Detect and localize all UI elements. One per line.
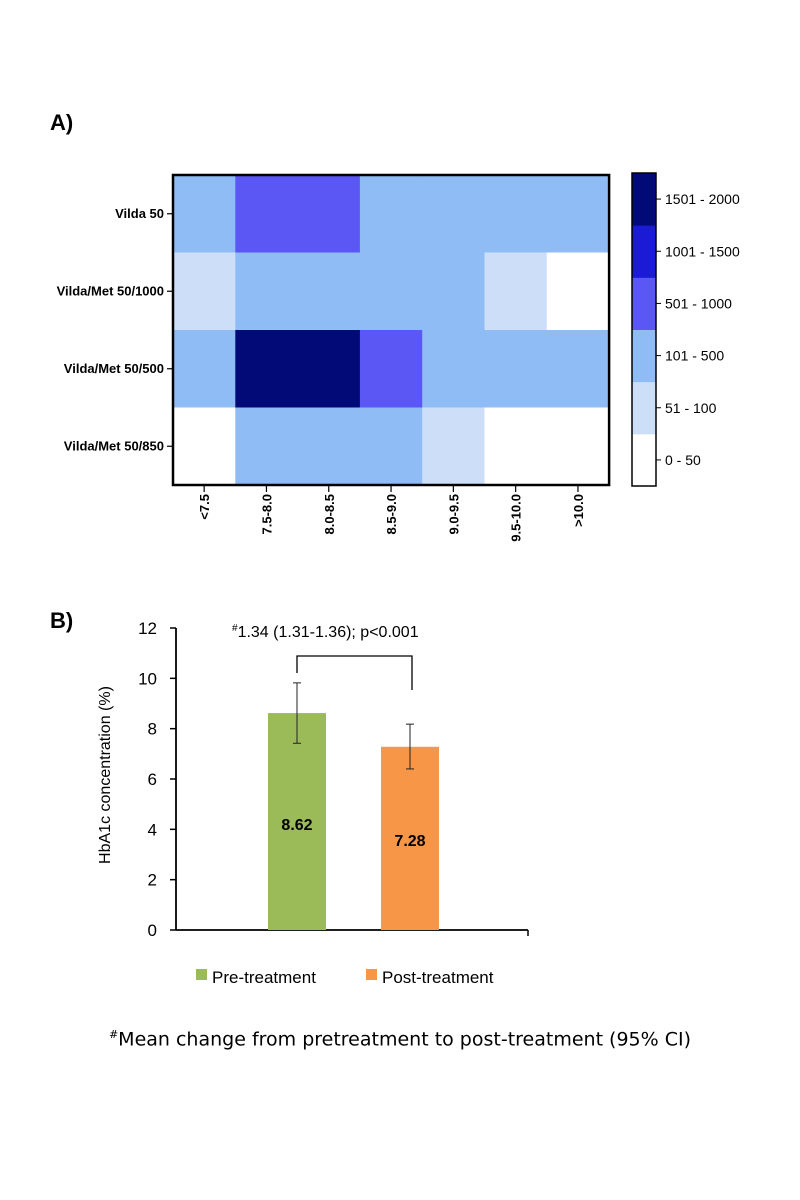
colorbar-label: 0 - 50 [665,452,701,468]
heatmap-col-label: 9.5-10.0 [509,494,524,542]
heatmap-cell [173,407,236,486]
colorbar-label: 501 - 1000 [665,295,732,311]
heatmap-cell [484,330,548,409]
colorbar-segment [632,173,656,226]
heatmap-col-label: <7.5 [197,494,212,520]
heatmap-cell [546,175,610,254]
heatmap-cell [173,252,236,331]
heatmap-cell [359,330,423,409]
heatmap-cell [359,175,423,254]
colorbar-segment [632,225,656,278]
heatmap-cell [297,252,361,331]
heatmap-col-label: >10.0 [571,494,586,527]
colorbar-label: 51 - 100 [665,400,717,416]
heatmap-cell [359,407,423,486]
colorbar-label: 101 - 500 [665,348,724,364]
heatmap-cell [173,330,236,409]
legend-label: Pre-treatment [212,968,316,987]
heatmap-cell [297,175,361,254]
footnote-text: Mean change from pretreatment to post-tr… [118,1028,692,1051]
panel-a-label: A) [50,110,74,135]
heatmap-cell [546,407,610,486]
panel-b-label: B) [50,608,74,633]
heatmap-row-label: Vilda/Met 50/1000 [57,283,164,298]
y-tick-label: 12 [138,619,157,638]
y-tick-label: 10 [138,669,157,688]
bar-chart: 0 2 4 6 8 10 12 HbA1c concentration (%) 8.62 7.28… [97,619,529,987]
heatmap-cell [422,407,486,486]
footnote: #Mean change from pretreatment to post-t… [0,1028,800,1050]
colorbar-segment [632,329,656,383]
heatmap-cell [173,175,236,254]
heatmap-cell [297,407,361,486]
heatmap-col-label: 8.0-8.5 [322,494,337,534]
bar-value-label: 8.62 [281,817,312,834]
heatmap-col-label: 8.5-9.0 [384,494,399,534]
significance-bracket [296,655,413,690]
y-tick-label: 0 [148,921,157,940]
footnote-marker: # [108,1028,119,1041]
y-tick-label: 4 [148,820,157,839]
heatmap-cell [235,407,299,486]
colorbar-label: 1001 - 1500 [665,243,740,259]
heatmap-row-label: Vilda/Met 50/850 [64,438,164,453]
y-tick-label: 6 [148,770,157,789]
colorbar-segment [632,277,656,330]
annotation-text: 1.34 (1.31-1.36); p<0.001 [238,624,419,641]
legend-label: Post-treatment [382,968,494,987]
significance-annotation: #1.34 (1.31-1.36); p<0.001 [232,623,419,641]
heatmap-cell [422,330,486,409]
bar-1 [381,746,439,930]
heatmap-row-label: Vilda/Met 50/500 [64,361,164,376]
heatmap-col-label: 9.0-9.5 [446,494,461,534]
heatmap-cell [235,175,299,254]
y-tick-label: 2 [148,871,157,890]
heatmap-cell [235,252,299,331]
heatmap-cell [359,252,423,331]
bar-value-label: 7.28 [394,833,425,850]
y-axis-label: HbA1c concentration (%) [97,686,114,864]
y-tick-label: 8 [148,720,157,739]
heatmap-cell [484,175,548,254]
colorbar-border [631,172,657,487]
heatmap-col-label: 7.5-8.0 [259,494,274,534]
heatmap-chart: Vilda 50 Vilda/Met 50/1000 Vilda/Met 50/50… [57,172,740,542]
colorbar-segment [632,433,656,487]
heatmap-cell [235,330,299,409]
colorbar-label: 1501 - 2000 [665,191,740,207]
heatmap-cell [422,175,486,254]
legend-swatch [366,969,377,980]
heatmap-cell [297,330,361,409]
heatmap-cell [484,252,548,331]
heatmap-cell [546,330,610,409]
heatmap-cell [546,252,610,331]
annotation-marker: # [232,623,238,634]
heatmap-cell [484,407,548,486]
heatmap-cell [422,252,486,331]
heatmap-row-label: Vilda 50 [115,206,164,221]
bar-0 [268,713,326,930]
legend-swatch [196,969,207,980]
colorbar-segment [632,381,656,435]
